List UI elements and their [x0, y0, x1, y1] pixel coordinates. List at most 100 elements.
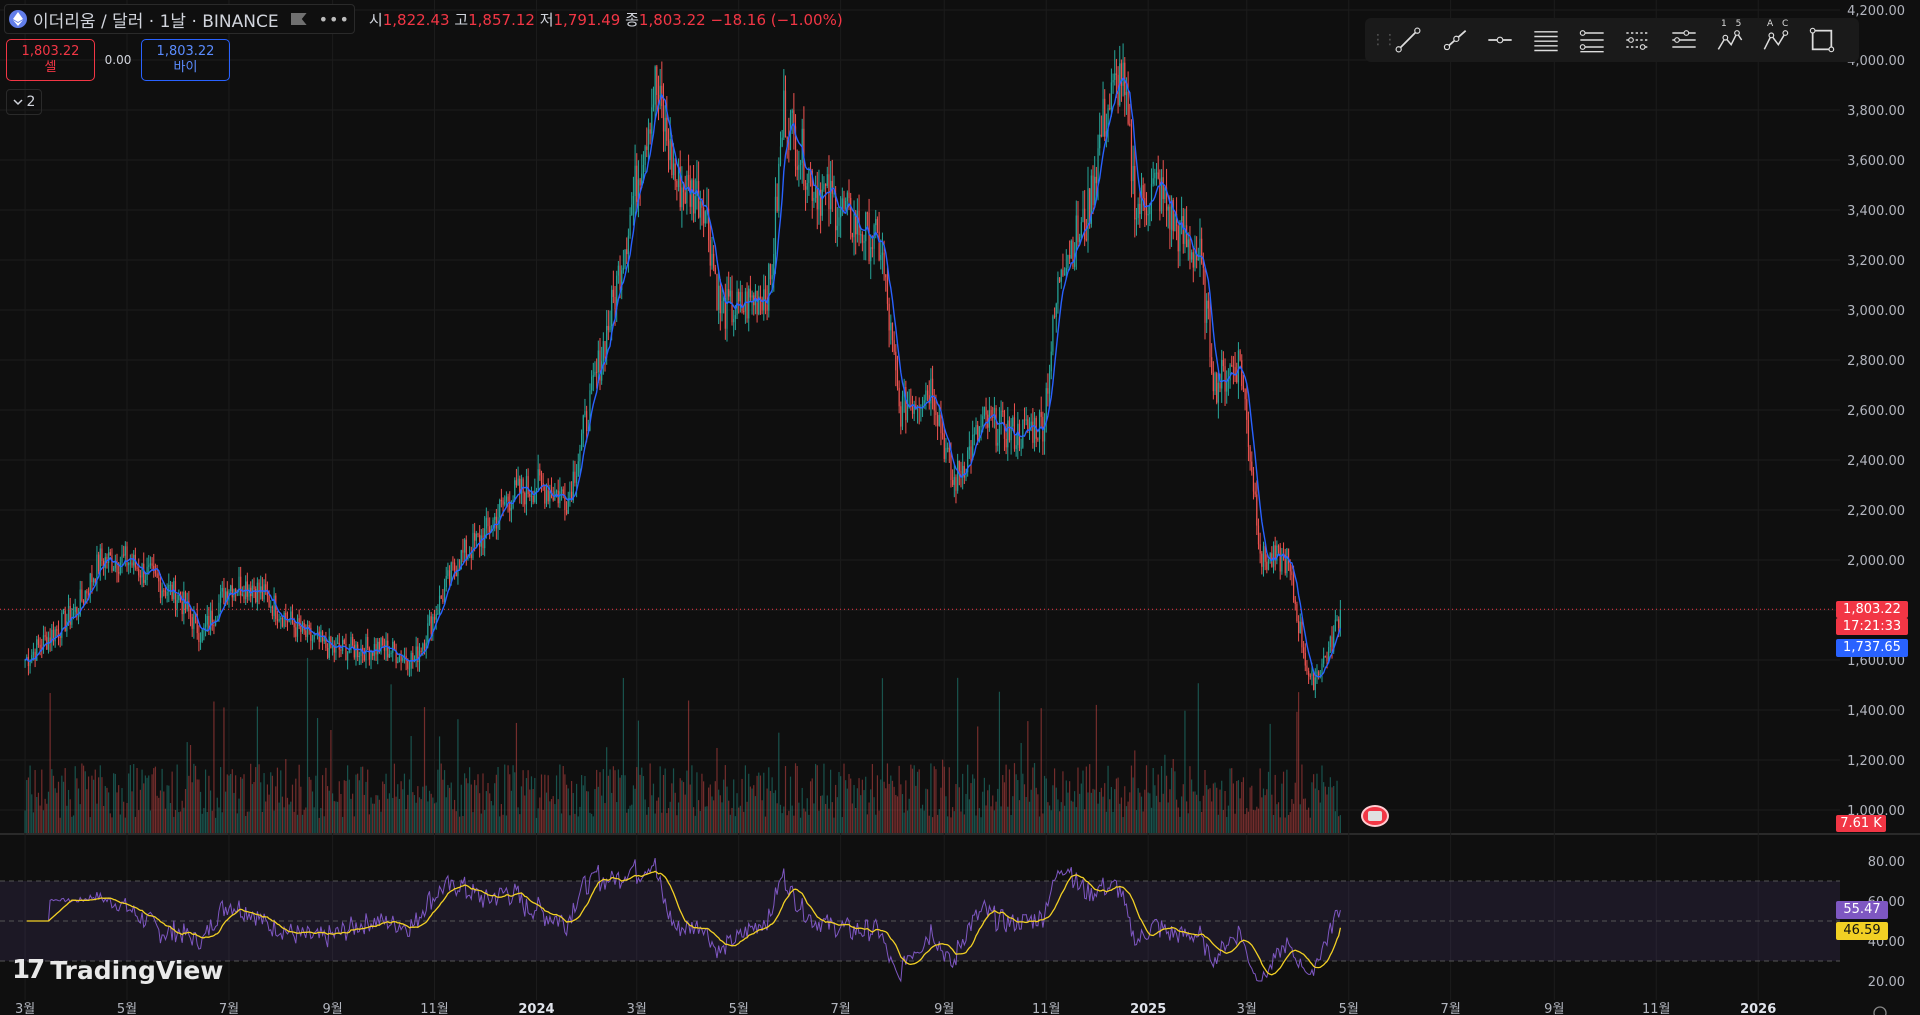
volume-bar: [809, 781, 812, 833]
volume-bar: [66, 805, 68, 833]
volume-bar: [104, 786, 106, 833]
candle-body: [938, 414, 940, 426]
candle-body: [562, 489, 564, 496]
trend-line-icon[interactable]: [1385, 18, 1431, 62]
symbol-legend: 이더리움 / 달러 · 1날 · BINANCE ••• 시1,822.43 고…: [4, 4, 843, 34]
pitchfork-icon[interactable]: [1569, 18, 1615, 62]
candle-body: [547, 490, 549, 502]
volume-bar: [537, 808, 539, 833]
volume-bar: [1271, 794, 1273, 833]
candle-body: [1287, 548, 1290, 564]
volume-bar: [629, 805, 631, 833]
volume-bar: [148, 775, 150, 833]
volume-bar: [405, 809, 407, 833]
abcd-pattern-icon[interactable]: A C: [1753, 18, 1799, 62]
candle-body: [427, 623, 429, 643]
volume-bar: [612, 766, 614, 833]
candle-body: [723, 298, 725, 301]
volume-bar: [345, 780, 347, 833]
volume-bar: [776, 803, 778, 833]
volume-bar: [1227, 805, 1229, 833]
sell-button[interactable]: 1,803.22 셀: [6, 39, 95, 81]
volume-bar: [423, 707, 426, 833]
volume-bar: [851, 803, 853, 833]
candle-body: [855, 213, 857, 235]
candle-body: [1202, 262, 1204, 268]
candle-body: [940, 414, 942, 434]
parallel-channel-icon[interactable]: [1523, 18, 1569, 62]
volume-bar: [569, 815, 571, 833]
fib-extension-icon[interactable]: [1661, 18, 1707, 62]
volume-bar: [1334, 811, 1336, 833]
candle-body: [74, 606, 76, 612]
volume-bar: [701, 773, 703, 833]
close-label: 종: [625, 10, 639, 29]
candle-body: [206, 615, 208, 625]
candle-body: [1002, 410, 1004, 412]
candle-body: [820, 189, 822, 216]
buy-button[interactable]: 1,803.22 바이: [141, 39, 230, 81]
candle-body: [565, 509, 568, 514]
volume-bar: [1033, 763, 1036, 833]
volume-bar: [848, 774, 850, 833]
volume-bar: [998, 691, 1001, 833]
volume-bar: [572, 792, 574, 833]
volume-bar: [1087, 792, 1089, 833]
volume-bar: [1089, 764, 1091, 833]
economic-event-icon[interactable]: [1361, 805, 1389, 827]
flag-icon[interactable]: [290, 13, 307, 25]
volume-bar: [891, 780, 894, 833]
volume-bar: [728, 800, 730, 833]
volume-bar: [479, 793, 481, 833]
volume-bar: [923, 810, 925, 833]
fib-retracement-icon[interactable]: [1615, 18, 1661, 62]
xabcd-pattern-icon[interactable]: 1 5: [1707, 18, 1753, 62]
candle-body: [1155, 172, 1158, 174]
candle-body: [450, 562, 452, 583]
candle-body: [276, 618, 279, 621]
candle-body: [435, 614, 437, 620]
candle-body: [336, 642, 339, 644]
candle-body: [883, 252, 885, 275]
volume-bar: [211, 810, 213, 833]
volume-bar: [599, 772, 601, 833]
candle-body: [71, 616, 73, 625]
candle-body: [865, 212, 867, 242]
candle-body: [1308, 671, 1310, 676]
ma-price-label: 1,737.65: [1836, 639, 1908, 657]
candle-body: [677, 166, 680, 188]
candle-body: [676, 180, 678, 188]
volume-bar: [1321, 765, 1323, 833]
volume-bar: [856, 788, 858, 833]
candle-body: [806, 182, 808, 190]
rectangle-icon[interactable]: [1799, 18, 1845, 62]
volume-bar: [176, 764, 178, 833]
horizontal-ray-icon[interactable]: [1477, 18, 1523, 62]
more-icon[interactable]: •••: [318, 9, 350, 29]
volume-bar: [876, 775, 879, 833]
candle-body: [1281, 553, 1283, 572]
symbol-title-box[interactable]: 이더리움 / 달러 · 1날 · BINANCE •••: [4, 4, 355, 34]
candle-body: [54, 629, 56, 642]
candle-body: [1212, 373, 1214, 392]
volume-bar: [393, 763, 396, 833]
candle-body: [1017, 423, 1019, 446]
candle-body: [957, 460, 959, 491]
drag-handle-icon[interactable]: ⋮⋮: [1371, 32, 1397, 48]
indicators-toggle[interactable]: 2: [6, 89, 42, 115]
volume-bar: [375, 795, 377, 833]
volume-bar: [51, 769, 53, 833]
rsi-tick-label: 80.00: [1868, 855, 1905, 870]
volume-bar: [447, 785, 449, 833]
volume-bar: [1267, 771, 1270, 833]
volume-bar: [1274, 774, 1276, 833]
candle-body: [306, 624, 309, 637]
ray-icon[interactable]: [1431, 18, 1477, 62]
volume-bar: [154, 766, 157, 833]
candle-body: [1152, 178, 1154, 184]
volume-bar: [194, 765, 197, 833]
candle-body: [149, 563, 152, 566]
candle-body: [1186, 225, 1188, 248]
